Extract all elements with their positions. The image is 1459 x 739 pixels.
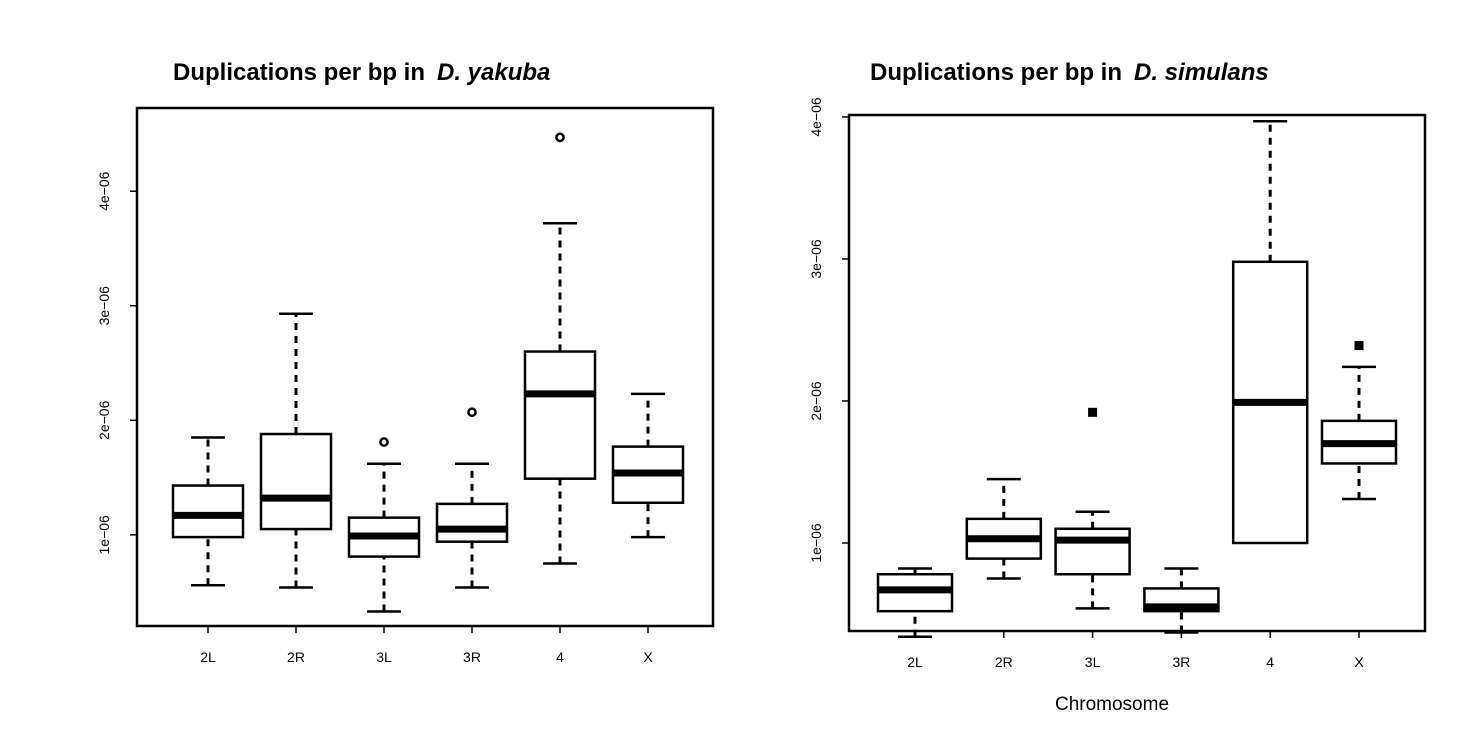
panel-simulans: Duplications per bp in D. simulans 1e−06 2… [808, 59, 1427, 715]
box-4 [1231, 119, 1309, 545]
y-tick-label: 1e−06 [96, 515, 112, 555]
box-iqr [171, 484, 245, 539]
x-tick-label: X [643, 649, 653, 665]
x-tick-label: 2L [200, 649, 216, 665]
outlier-point [467, 407, 477, 418]
outlier-point [1088, 407, 1098, 417]
box-iqr [523, 350, 597, 480]
plot-frame [135, 106, 715, 628]
box-X [611, 392, 685, 539]
box-2R [259, 312, 333, 589]
chart-title: Duplications per bp in D. yakuba [173, 59, 550, 86]
y-tick-label: 4e−06 [96, 171, 112, 211]
box-3L [1054, 407, 1131, 610]
x-tick-label: 4 [1266, 654, 1274, 670]
x-tick-label: 4 [556, 649, 564, 665]
x-tick-label: 3R [463, 649, 481, 665]
y-tick-label: 2e−06 [96, 400, 112, 440]
y-tick-label: 4e−06 [808, 97, 824, 137]
x-tick-label: 3L [376, 649, 392, 665]
outlier-point [555, 132, 565, 143]
y-axis: 1e−06 2e−06 3e−06 4e−06 [96, 171, 137, 554]
box-2L [171, 436, 245, 587]
y-tick-label: 2e−06 [808, 381, 824, 421]
chart-title-species: D. yakuba [437, 59, 550, 86]
x-tick-label: 3L [1085, 654, 1101, 670]
y-tick-label: 3e−06 [96, 286, 112, 326]
box-iqr [259, 432, 333, 531]
x-tick-label: 2R [995, 654, 1013, 670]
panel-yakuba: Duplications per bp in D. yakuba 1e−06 2e−… [96, 59, 715, 665]
outlier-point [379, 437, 389, 447]
box-3L [347, 437, 421, 613]
plot-frame [847, 113, 1427, 633]
y-tick-label: 1e−06 [808, 523, 824, 563]
box-2R [965, 477, 1043, 580]
y-tick-label: 3e−06 [808, 239, 824, 279]
box-group [876, 119, 1398, 638]
box-3R [1143, 567, 1220, 634]
x-tick-label: 3R [1172, 654, 1190, 670]
chart-title: Duplications per bp in D. simulans [870, 59, 1269, 86]
outlier-point [1354, 341, 1364, 351]
box-iqr [1054, 527, 1131, 576]
x-axis: 2L 2R 3L 3R 4 X [200, 626, 653, 665]
y-axis: 1e−06 2e−06 3e−06 4e−06 [808, 97, 849, 563]
box-group [171, 132, 685, 613]
box-2L [876, 567, 954, 638]
x-tick-label: 2L [907, 654, 923, 670]
chart-title-species: D. simulans [1134, 59, 1269, 86]
x-axis: 2L 2R 3L 3R 4 X [907, 631, 1364, 670]
x-axis-label: Chromosome [1055, 694, 1169, 715]
box-3R [435, 407, 509, 589]
box-X [1320, 341, 1398, 501]
x-tick-label: 2R [287, 649, 305, 665]
x-tick-label: X [1354, 654, 1364, 670]
box-iqr [435, 502, 509, 543]
box-4 [523, 132, 597, 565]
